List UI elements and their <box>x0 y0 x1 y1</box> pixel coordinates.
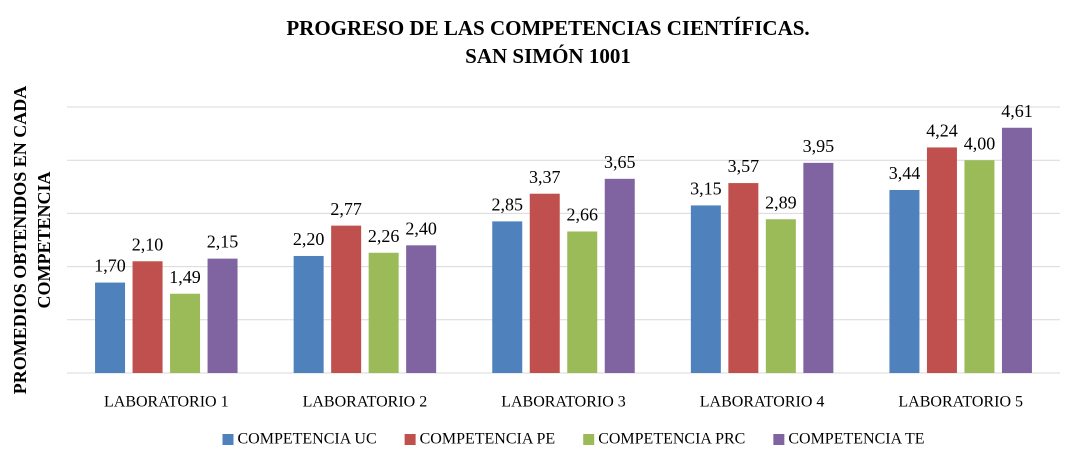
legend-label: COMPETENCIA TE <box>788 431 924 448</box>
bar <box>728 183 759 373</box>
bar <box>132 261 163 373</box>
data-label: 3,95 <box>803 136 835 156</box>
data-label: 2,40 <box>405 218 437 238</box>
data-label: 2,89 <box>765 192 797 212</box>
data-label: 2,10 <box>132 234 164 254</box>
legend-label: COMPETENCIA PE <box>420 431 556 448</box>
y-axis-label: PROMEDIOS OBTENIDOS EN CADA COMPETENCIA <box>10 86 54 395</box>
data-label: 1,70 <box>94 256 126 276</box>
legend-label: COMPETENCIA UC <box>238 431 377 448</box>
x-tick-label: LABORATORIO 4 <box>700 394 825 411</box>
data-label: 1,49 <box>169 267 201 287</box>
x-tick-label: LABORATORIO 1 <box>104 394 229 411</box>
data-label: 2,15 <box>207 232 239 252</box>
legend-swatch <box>404 434 416 445</box>
data-label: 4,00 <box>964 133 996 153</box>
x-tick-label: LABORATORIO 5 <box>898 394 1023 411</box>
x-tick-label: LABORATORIO 2 <box>303 394 428 411</box>
data-label: 3,15 <box>690 179 722 199</box>
bar <box>331 225 362 373</box>
data-label: 3,65 <box>604 152 636 172</box>
bar <box>889 189 920 373</box>
chart-title: SAN SIMÓN 1001 <box>465 44 631 68</box>
y-axis-label-line: PROMEDIOS OBTENIDOS EN CADA <box>10 86 30 395</box>
legend-swatch <box>583 434 595 445</box>
bar <box>803 162 834 373</box>
x-tick-label: LABORATORIO 3 <box>501 394 626 411</box>
chart-title: PROGRESO DE LAS COMPETENCIAS CIENTÍFICAS… <box>286 16 809 40</box>
bar <box>406 245 437 373</box>
bar <box>964 160 995 373</box>
bar <box>690 205 721 373</box>
bar <box>926 147 957 373</box>
data-label: 4,61 <box>1001 101 1033 121</box>
data-label: 2,66 <box>567 205 599 225</box>
bar <box>604 178 635 373</box>
data-label: 3,57 <box>728 156 760 176</box>
bar <box>95 282 126 373</box>
bar <box>368 252 399 373</box>
bar <box>293 255 324 373</box>
bar <box>207 258 238 373</box>
legend-swatch <box>222 434 234 445</box>
data-label: 2,26 <box>368 226 400 246</box>
data-label: 2,20 <box>293 229 325 249</box>
bar <box>567 231 598 373</box>
bar <box>170 293 201 373</box>
bar <box>492 221 523 373</box>
y-axis-label-line: COMPETENCIA <box>34 171 54 308</box>
bar <box>529 193 560 373</box>
bar <box>765 219 796 373</box>
bar <box>1001 127 1032 373</box>
legend-label: COMPETENCIA PRC <box>598 431 745 448</box>
data-label: 3,37 <box>529 167 561 187</box>
data-label: 2,85 <box>492 195 524 215</box>
data-label: 2,77 <box>330 199 362 219</box>
legend-swatch <box>773 434 785 445</box>
data-label: 3,44 <box>889 163 921 183</box>
data-label: 4,24 <box>926 121 958 141</box>
